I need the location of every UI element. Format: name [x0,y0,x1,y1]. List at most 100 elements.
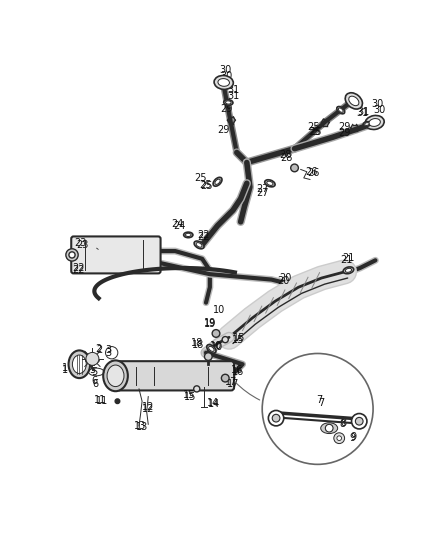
Text: 22: 22 [198,232,210,242]
Ellipse shape [339,108,343,112]
Text: 6: 6 [93,378,99,389]
FancyBboxPatch shape [71,237,161,273]
Circle shape [115,399,120,403]
Circle shape [212,329,220,337]
Text: 5: 5 [90,366,96,375]
Circle shape [66,249,78,261]
Text: 31: 31 [227,85,239,95]
Text: 31: 31 [356,108,368,118]
Text: 21: 21 [341,255,353,264]
Text: 23: 23 [77,240,89,250]
Text: 19: 19 [204,319,216,329]
Circle shape [194,386,200,392]
Text: 25: 25 [307,122,320,132]
Text: 8: 8 [339,419,345,429]
Ellipse shape [369,118,380,126]
Text: 22: 22 [198,230,210,240]
Text: 26: 26 [305,167,318,177]
Ellipse shape [363,122,371,126]
Ellipse shape [365,123,369,125]
Text: 31: 31 [358,107,370,117]
Text: 16: 16 [231,366,243,375]
Text: 29: 29 [339,122,351,132]
Text: 30: 30 [371,99,384,109]
Ellipse shape [196,243,202,247]
Text: 24: 24 [171,219,184,229]
Circle shape [69,252,75,258]
Text: 20: 20 [279,273,292,283]
Text: 30: 30 [219,65,231,75]
Text: 31: 31 [227,91,239,101]
Text: 27: 27 [256,184,268,193]
Ellipse shape [213,177,222,186]
Text: 1: 1 [62,366,68,375]
Ellipse shape [72,355,86,374]
Ellipse shape [345,93,363,109]
Text: 15: 15 [184,392,197,401]
Text: 12: 12 [142,402,155,413]
Text: 2: 2 [95,344,101,354]
Ellipse shape [215,179,220,184]
Text: 4: 4 [82,356,88,366]
Ellipse shape [107,365,124,386]
Circle shape [262,353,373,464]
Circle shape [291,164,298,172]
Ellipse shape [267,181,273,185]
Text: 25: 25 [200,180,212,190]
Ellipse shape [208,346,214,351]
Text: 22: 22 [73,265,85,276]
Text: 28: 28 [279,150,292,160]
Text: 29: 29 [218,125,230,135]
Text: 29: 29 [339,128,351,138]
Text: 7: 7 [316,394,322,405]
Text: 25: 25 [309,127,321,137]
Circle shape [272,414,280,422]
Text: 6: 6 [91,376,97,386]
Text: 27: 27 [256,188,268,198]
Text: 5: 5 [91,367,98,377]
Circle shape [352,414,367,429]
Ellipse shape [349,96,359,106]
Text: 4: 4 [81,353,87,363]
Text: 28: 28 [281,153,293,163]
Text: 2: 2 [97,345,103,356]
Text: 14: 14 [208,399,220,409]
Text: 30: 30 [221,70,233,80]
Ellipse shape [194,241,204,249]
Text: 13: 13 [136,422,148,432]
Ellipse shape [337,107,345,114]
Text: 10: 10 [213,305,225,316]
Ellipse shape [207,345,216,353]
Text: 29: 29 [221,103,233,114]
Ellipse shape [345,268,352,272]
Text: 9: 9 [349,433,355,443]
Ellipse shape [343,267,354,274]
Text: 24: 24 [173,221,185,231]
Text: 17: 17 [225,377,237,387]
Text: 14: 14 [207,398,219,408]
Circle shape [355,417,363,425]
Text: 11: 11 [96,396,108,406]
Text: 11: 11 [94,394,106,405]
Ellipse shape [218,78,230,86]
Circle shape [337,436,342,440]
Circle shape [86,352,99,365]
Circle shape [325,424,333,432]
Text: 25: 25 [201,181,213,191]
Text: 10: 10 [210,341,222,351]
Text: 25: 25 [308,127,321,137]
Text: 17: 17 [227,378,239,389]
Ellipse shape [103,360,128,391]
Text: 9: 9 [350,432,356,442]
Text: 21: 21 [342,253,355,263]
Text: 12: 12 [142,404,155,414]
Text: 3: 3 [105,345,111,356]
Text: 25: 25 [194,173,207,183]
Text: 1: 1 [62,363,68,373]
Circle shape [222,336,228,343]
Circle shape [268,410,284,426]
Ellipse shape [214,76,233,90]
Text: 19: 19 [204,318,216,328]
Text: 13: 13 [134,421,147,431]
Ellipse shape [69,350,90,378]
